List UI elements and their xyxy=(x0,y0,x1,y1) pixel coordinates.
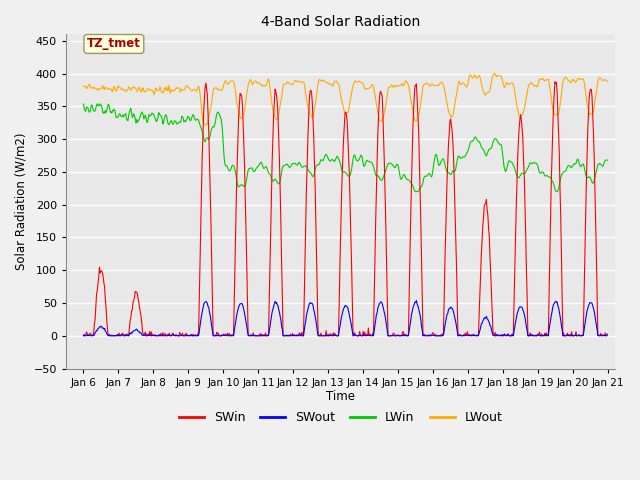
Line: LWin: LWin xyxy=(83,104,607,192)
Title: 4-Band Solar Radiation: 4-Band Solar Radiation xyxy=(261,15,420,29)
Line: LWout: LWout xyxy=(83,73,607,125)
SWin xyxy=(551,79,559,84)
LWin xyxy=(425,170,433,176)
LWin xyxy=(197,124,205,130)
LWout xyxy=(425,82,433,88)
LWout xyxy=(143,86,150,92)
LWin xyxy=(93,101,101,107)
Line: SWin: SWin xyxy=(83,82,607,336)
LWout xyxy=(225,81,232,87)
LWin xyxy=(410,185,417,191)
SWin xyxy=(143,331,150,337)
SWin xyxy=(196,257,204,263)
SWin xyxy=(424,333,432,338)
LWout xyxy=(89,85,97,91)
LWout xyxy=(203,122,211,128)
SWout xyxy=(224,332,232,338)
SWin xyxy=(89,333,97,338)
Y-axis label: Solar Radiation (W/m2): Solar Radiation (W/m2) xyxy=(15,132,28,270)
SWin xyxy=(79,333,87,339)
SWout xyxy=(604,332,611,338)
LWin xyxy=(604,157,611,163)
SWout xyxy=(89,333,97,339)
Legend: SWin, SWout, LWin, LWout: SWin, SWout, LWin, LWout xyxy=(173,406,508,429)
LWout xyxy=(410,112,417,118)
Text: TZ_tmet: TZ_tmet xyxy=(87,37,141,50)
SWout xyxy=(425,333,433,339)
LWout xyxy=(79,83,87,89)
LWin xyxy=(89,106,97,112)
LWin xyxy=(79,101,87,107)
LWin xyxy=(144,120,152,125)
SWout xyxy=(196,323,204,328)
SWout xyxy=(413,298,420,303)
SWin xyxy=(224,330,232,336)
LWout xyxy=(604,79,611,84)
X-axis label: Time: Time xyxy=(326,390,355,403)
SWin xyxy=(409,128,417,134)
SWout xyxy=(79,333,87,339)
SWin xyxy=(604,331,611,337)
SWout xyxy=(143,333,150,339)
LWin xyxy=(552,189,560,194)
SWout xyxy=(409,305,417,311)
LWout xyxy=(196,91,204,96)
Line: SWout: SWout xyxy=(83,300,607,336)
LWin xyxy=(225,167,232,173)
LWout xyxy=(491,71,499,76)
